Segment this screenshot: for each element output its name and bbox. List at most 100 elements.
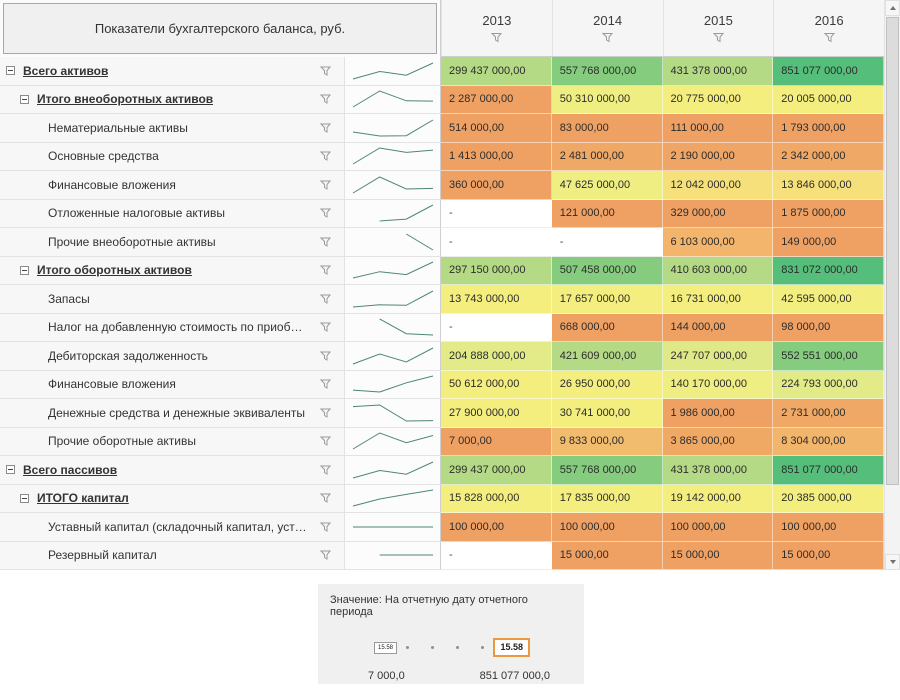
value-cell[interactable]: 20 775 000,00	[662, 85, 774, 114]
row-filter-icon[interactable]	[319, 65, 332, 76]
row-filter-icon[interactable]	[319, 436, 332, 447]
collapse-icon[interactable]	[6, 66, 15, 76]
value-cell[interactable]: 13 743 000,00	[441, 285, 552, 314]
value-cell[interactable]: 3 865 000,00	[662, 427, 774, 456]
row-header[interactable]: Всего пассивов	[0, 456, 345, 485]
row-filter-icon[interactable]	[319, 464, 332, 475]
row-header[interactable]: ИТОГО капитал	[0, 484, 345, 513]
row-header[interactable]: Отложенные налоговые активы	[0, 199, 345, 228]
value-cell[interactable]: 421 609 000,00	[551, 342, 663, 371]
row-header[interactable]: Запасы	[0, 285, 345, 314]
row-filter-icon[interactable]	[319, 350, 332, 361]
value-cell[interactable]: 1 793 000,00	[773, 114, 884, 143]
column-filter-icon[interactable]	[491, 32, 503, 43]
collapse-icon[interactable]	[20, 493, 29, 503]
row-header[interactable]: Финансовые вложения	[0, 171, 345, 200]
value-cell[interactable]: 297 150 000,00	[441, 256, 552, 285]
value-cell[interactable]: -	[441, 541, 552, 570]
value-cell[interactable]: 15 000,00	[662, 541, 774, 570]
collapse-icon[interactable]	[20, 94, 29, 104]
column-filter-icon[interactable]	[823, 32, 835, 43]
value-cell[interactable]: 20 385 000,00	[773, 484, 884, 513]
value-cell[interactable]: 2 342 000,00	[773, 142, 884, 171]
value-cell[interactable]: 204 888 000,00	[441, 342, 552, 371]
value-cell[interactable]: 140 170 000,00	[662, 370, 774, 399]
row-header[interactable]: Прочие внеоборотные активы	[0, 228, 345, 257]
value-cell[interactable]: -	[551, 228, 663, 257]
row-header[interactable]: Дебиторская задолженность	[0, 342, 345, 371]
column-filter-icon[interactable]	[712, 32, 724, 43]
column-header-2015[interactable]: 2015	[662, 0, 774, 57]
value-cell[interactable]: 299 437 000,00	[441, 456, 552, 485]
value-cell[interactable]: 514 000,00	[441, 114, 552, 143]
value-cell[interactable]: 100 000,00	[773, 513, 884, 542]
row-filter-icon[interactable]	[319, 521, 332, 532]
value-cell[interactable]: 8 304 000,00	[773, 427, 884, 456]
value-cell[interactable]: 17 835 000,00	[551, 484, 663, 513]
value-cell[interactable]: 247 707 000,00	[662, 342, 774, 371]
value-cell[interactable]: 2 731 000,00	[773, 399, 884, 428]
row-filter-icon[interactable]	[319, 179, 332, 190]
row-filter-icon[interactable]	[319, 322, 332, 333]
column-header-2013[interactable]: 2013	[441, 0, 552, 57]
value-cell[interactable]: 47 625 000,00	[551, 171, 663, 200]
value-cell[interactable]: 360 000,00	[441, 171, 552, 200]
value-cell[interactable]: 1 413 000,00	[441, 142, 552, 171]
value-cell[interactable]: 9 833 000,00	[551, 427, 663, 456]
value-cell[interactable]: 851 077 000,00	[773, 57, 884, 86]
value-cell[interactable]: 851 077 000,00	[773, 456, 884, 485]
value-cell[interactable]: 507 458 000,00	[551, 256, 663, 285]
row-header[interactable]: Прочие оборотные активы	[0, 427, 345, 456]
value-cell[interactable]: 1 875 000,00	[773, 199, 884, 228]
value-cell[interactable]: 20 005 000,00	[773, 85, 884, 114]
value-cell[interactable]: 6 103 000,00	[662, 228, 774, 257]
value-cell[interactable]: 15 000,00	[551, 541, 663, 570]
value-cell[interactable]: 431 378 000,00	[662, 57, 774, 86]
value-cell[interactable]: -	[441, 199, 552, 228]
row-header[interactable]: Итого оборотных активов	[0, 256, 345, 285]
row-filter-icon[interactable]	[319, 94, 332, 105]
row-filter-icon[interactable]	[319, 151, 332, 162]
row-filter-icon[interactable]	[319, 265, 332, 276]
row-header[interactable]: Основные средства	[0, 142, 345, 171]
row-header[interactable]: Всего активов	[0, 57, 345, 86]
value-cell[interactable]: 557 768 000,00	[551, 456, 663, 485]
value-cell[interactable]: 329 000,00	[662, 199, 774, 228]
value-cell[interactable]: 2 190 000,00	[662, 142, 774, 171]
value-cell[interactable]: 431 378 000,00	[662, 456, 774, 485]
value-cell[interactable]: 50 310 000,00	[551, 85, 663, 114]
column-filter-icon[interactable]	[601, 32, 614, 43]
value-cell[interactable]: 1 986 000,00	[662, 399, 774, 428]
row-filter-icon[interactable]	[319, 493, 332, 504]
value-cell[interactable]: 83 000,00	[551, 114, 663, 143]
value-cell[interactable]: 42 595 000,00	[773, 285, 884, 314]
value-cell[interactable]: 2 287 000,00	[441, 85, 552, 114]
row-filter-icon[interactable]	[319, 407, 332, 418]
value-cell[interactable]: -	[441, 228, 552, 257]
value-cell[interactable]: 26 950 000,00	[551, 370, 663, 399]
value-cell[interactable]: 17 657 000,00	[551, 285, 663, 314]
value-cell[interactable]: 15 828 000,00	[441, 484, 552, 513]
row-filter-icon[interactable]	[319, 208, 332, 219]
value-cell[interactable]: 299 437 000,00	[441, 57, 552, 86]
row-filter-icon[interactable]	[319, 550, 332, 561]
value-cell[interactable]: 224 793 000,00	[773, 370, 884, 399]
collapse-icon[interactable]	[20, 265, 29, 275]
value-cell[interactable]: 12 042 000,00	[662, 171, 774, 200]
row-header[interactable]: Финансовые вложения	[0, 370, 345, 399]
scroll-up-button[interactable]	[885, 0, 900, 16]
row-header[interactable]: Резервный капитал	[0, 541, 345, 570]
value-cell[interactable]: 7 000,00	[441, 427, 552, 456]
row-header[interactable]: Нематериальные активы	[0, 114, 345, 143]
value-cell[interactable]: -	[441, 313, 552, 342]
value-cell[interactable]: 100 000,00	[662, 513, 774, 542]
value-cell[interactable]: 552 551 000,00	[773, 342, 884, 371]
value-cell[interactable]: 13 846 000,00	[773, 171, 884, 200]
row-filter-icon[interactable]	[319, 293, 332, 304]
value-cell[interactable]: 668 000,00	[551, 313, 663, 342]
value-cell[interactable]: 100 000,00	[441, 513, 552, 542]
row-filter-icon[interactable]	[319, 122, 332, 133]
row-header[interactable]: Денежные средства и денежные эквиваленты	[0, 399, 345, 428]
value-cell[interactable]: 144 000,00	[662, 313, 774, 342]
scrollbar-thumb[interactable]	[886, 17, 899, 485]
